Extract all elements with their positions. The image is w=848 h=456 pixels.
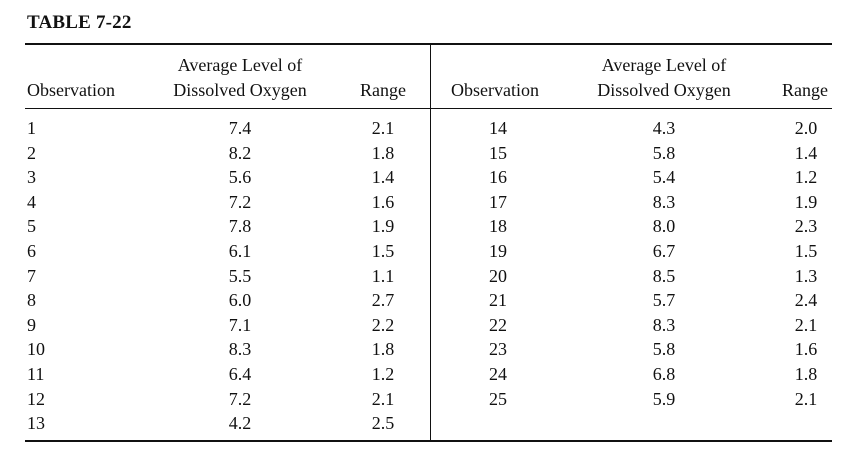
range-cell: 1.8 <box>371 143 395 163</box>
observation-cell: 4 <box>27 192 36 212</box>
observation-cell: 25 <box>489 389 507 409</box>
observation-cell: 6 <box>27 241 36 261</box>
observation-cell: 12 <box>27 389 45 409</box>
range-cell: 1.9 <box>794 192 818 212</box>
header-range-left: Range <box>360 80 406 100</box>
observation-cell: 17 <box>489 192 507 212</box>
dissolved-oxygen-cell: 5.5 <box>228 266 252 286</box>
header-avg-left-line1: Average Level of <box>177 55 303 75</box>
dissolved-oxygen-cell: 5.8 <box>652 143 676 163</box>
bottom-rule <box>25 440 832 442</box>
range-cell: 2.1 <box>794 389 818 409</box>
observation-cell: 5 <box>27 216 36 236</box>
dissolved-oxygen-cell: 4.2 <box>228 413 252 433</box>
header-rule <box>25 108 832 109</box>
observation-cell: 8 <box>27 290 36 310</box>
range-cell: 2.1 <box>794 315 818 335</box>
column-divider <box>430 45 431 440</box>
range-cell: 1.1 <box>371 266 395 286</box>
range-cell: 2.2 <box>371 315 395 335</box>
observation-cell: 1 <box>27 118 36 138</box>
dissolved-oxygen-cell: 7.2 <box>228 389 252 409</box>
range-cell: 2.4 <box>794 290 818 310</box>
observation-cell: 20 <box>489 266 507 286</box>
observation-cell: 21 <box>489 290 507 310</box>
dissolved-oxygen-cell: 8.3 <box>652 192 676 212</box>
range-cell: 1.8 <box>371 339 395 359</box>
observation-cell: 10 <box>27 339 45 359</box>
dissolved-oxygen-cell: 5.6 <box>228 167 252 187</box>
range-cell: 1.5 <box>371 241 395 261</box>
header-avg-right-line1: Average Level of <box>601 55 727 75</box>
range-cell: 1.5 <box>794 241 818 261</box>
range-cell: 2.3 <box>794 216 818 236</box>
range-cell: 1.3 <box>794 266 818 286</box>
observation-cell: 3 <box>27 167 36 187</box>
header-range-right: Range <box>782 80 828 100</box>
dissolved-oxygen-cell: 8.3 <box>228 339 252 359</box>
dissolved-oxygen-cell: 5.8 <box>652 339 676 359</box>
dissolved-oxygen-cell: 7.4 <box>228 118 252 138</box>
observation-cell: 24 <box>489 364 507 384</box>
observation-cell: 7 <box>27 266 36 286</box>
header-observation-left: Observation <box>27 80 115 100</box>
top-rule <box>25 43 832 45</box>
dissolved-oxygen-cell: 7.2 <box>228 192 252 212</box>
dissolved-oxygen-cell: 6.0 <box>228 290 252 310</box>
dissolved-oxygen-cell: 8.3 <box>652 315 676 335</box>
range-cell: 1.9 <box>371 216 395 236</box>
dissolved-oxygen-cell: 6.7 <box>652 241 676 261</box>
range-cell: 2.5 <box>371 413 395 433</box>
dissolved-oxygen-cell: 6.8 <box>652 364 676 384</box>
dissolved-oxygen-cell: 7.8 <box>228 216 252 236</box>
range-cell: 1.6 <box>794 339 818 359</box>
observation-cell: 9 <box>27 315 36 335</box>
header-avg-left-line2: Dissolved Oxygen <box>173 80 307 100</box>
dissolved-oxygen-cell: 8.5 <box>652 266 676 286</box>
range-cell: 2.0 <box>794 118 818 138</box>
observation-cell: 14 <box>489 118 507 138</box>
header-avg-right-line2: Dissolved Oxygen <box>597 80 731 100</box>
dissolved-oxygen-cell: 5.7 <box>652 290 676 310</box>
table-caption: TABLE 7-22 <box>27 12 132 33</box>
dissolved-oxygen-cell: 7.1 <box>228 315 252 335</box>
range-cell: 1.2 <box>371 364 395 384</box>
range-cell: 1.2 <box>794 167 818 187</box>
range-cell: 2.7 <box>371 290 395 310</box>
range-cell: 1.6 <box>371 192 395 212</box>
range-cell: 2.1 <box>371 118 395 138</box>
dissolved-oxygen-cell: 6.1 <box>228 241 252 261</box>
dissolved-oxygen-cell: 8.0 <box>652 216 676 236</box>
observation-cell: 22 <box>489 315 507 335</box>
range-cell: 1.8 <box>794 364 818 384</box>
dissolved-oxygen-cell: 6.4 <box>228 364 252 384</box>
observation-cell: 15 <box>489 143 507 163</box>
observation-cell: 11 <box>27 364 45 384</box>
observation-cell: 13 <box>27 413 45 433</box>
range-cell: 2.1 <box>371 389 395 409</box>
header-observation-right: Observation <box>451 80 539 100</box>
range-cell: 1.4 <box>371 167 395 187</box>
observation-cell: 16 <box>489 167 507 187</box>
observation-cell: 19 <box>489 241 507 261</box>
observation-cell: 2 <box>27 143 36 163</box>
observation-cell: 18 <box>489 216 507 236</box>
dissolved-oxygen-cell: 5.4 <box>652 167 676 187</box>
dissolved-oxygen-cell: 8.2 <box>228 143 252 163</box>
range-cell: 1.4 <box>794 143 818 163</box>
dissolved-oxygen-cell: 4.3 <box>652 118 676 138</box>
dissolved-oxygen-cell: 5.9 <box>652 389 676 409</box>
observation-cell: 23 <box>489 339 507 359</box>
